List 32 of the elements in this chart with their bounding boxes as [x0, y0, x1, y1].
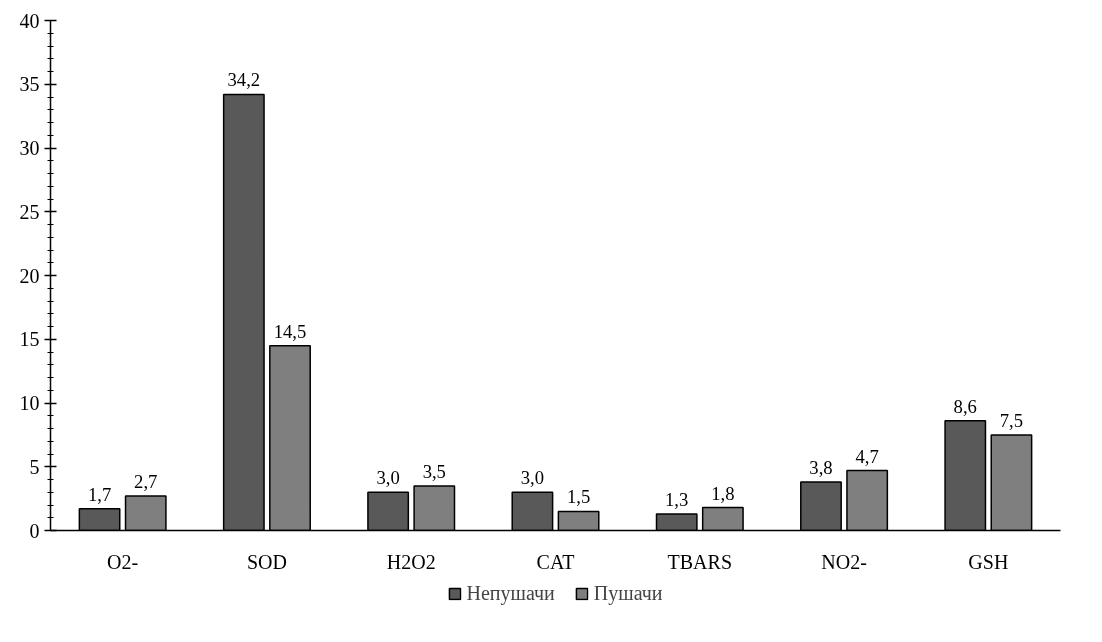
data-label: 2,7: [134, 471, 158, 493]
data-label: 1,5: [566, 486, 591, 508]
legend-label: Пушачи: [593, 581, 663, 605]
data-label: 3,5: [422, 460, 446, 482]
x-tick-label: GSH: [968, 550, 1009, 573]
data-label: 14,5: [273, 320, 307, 342]
legend-label: Непушачи: [466, 581, 555, 605]
y-tick-label: 40: [19, 9, 40, 32]
data-label: 4,7: [855, 445, 879, 467]
x-tick-label: CAT: [536, 550, 575, 573]
x-tick-label: O2-: [107, 550, 139, 573]
y-tick-label: 0: [29, 519, 40, 542]
y-tick-label: 15: [19, 328, 40, 351]
x-tick-label: TBARS: [667, 550, 733, 573]
y-tick-label: 30: [19, 137, 40, 159]
x-tick-label: NO2-: [821, 550, 867, 573]
y-tick-label: 20: [19, 264, 40, 287]
x-tick-label: SOD: [246, 550, 287, 573]
x-tick-label: H2O2: [386, 550, 436, 573]
y-tick-label: 10: [19, 392, 40, 414]
data-label: 3,0: [520, 467, 545, 489]
y-tick-label: 35: [19, 73, 40, 96]
data-label: 1,7: [87, 483, 112, 505]
data-label: 1,3: [665, 488, 689, 510]
data-label: 7,5: [999, 409, 1024, 431]
data-label: 8,6: [953, 395, 977, 417]
data-label: 3,0: [376, 467, 400, 489]
data-label: 3,8: [809, 457, 833, 479]
y-tick-label: 5: [29, 455, 40, 478]
data-label: 34,2: [227, 69, 261, 91]
data-label: 1,8: [711, 482, 735, 504]
y-tick-label: 25: [19, 200, 40, 223]
